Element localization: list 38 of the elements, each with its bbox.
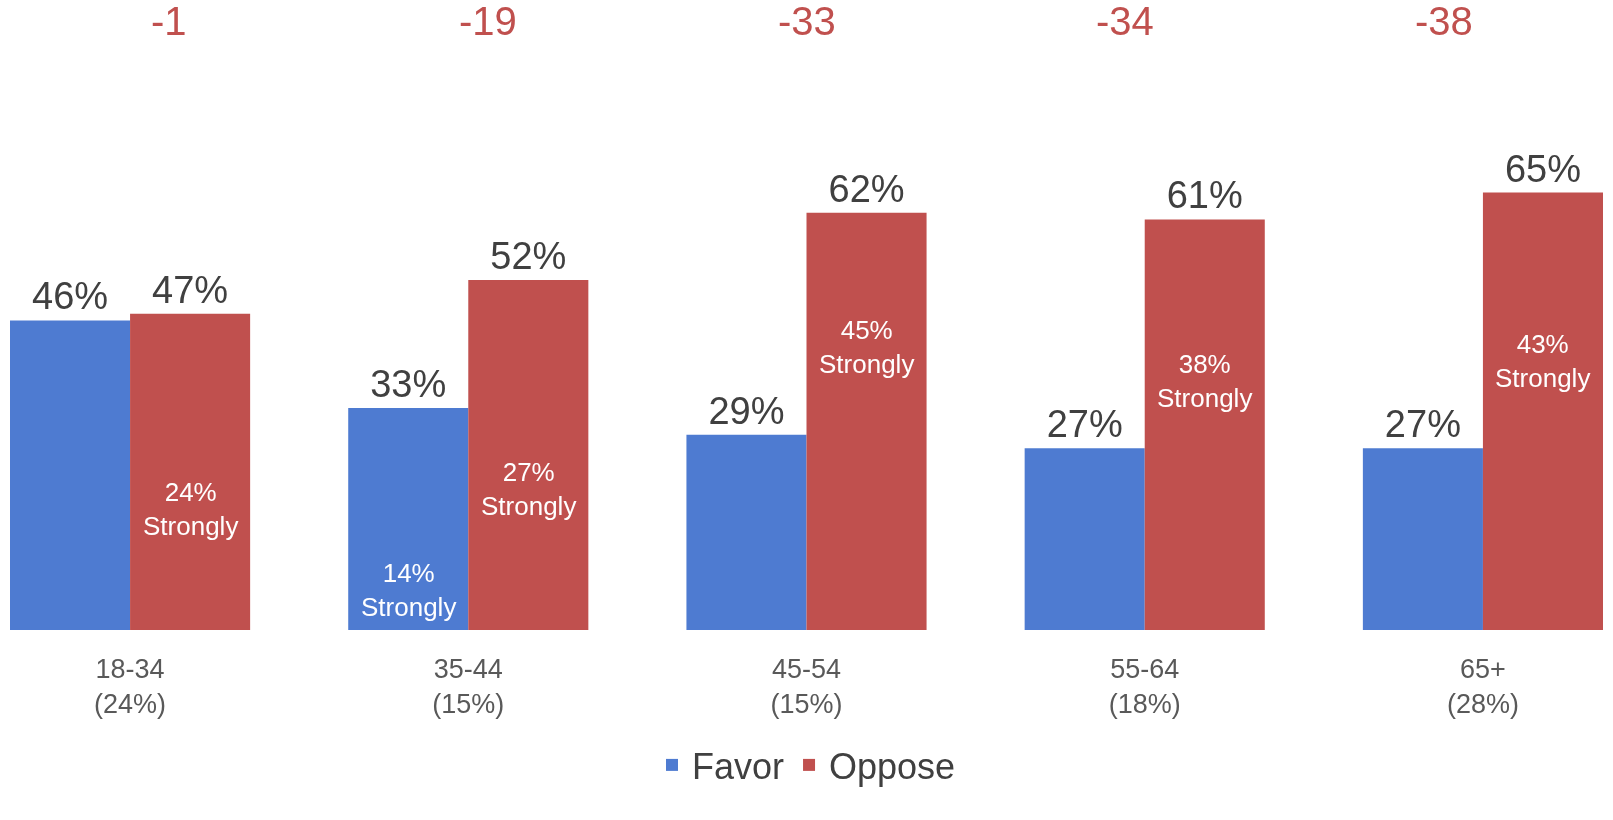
data-label: 29%: [708, 389, 785, 432]
bar: [1144, 219, 1265, 630]
bar: [348, 407, 469, 630]
bar: [806, 212, 927, 630]
annotation: 24% Strongly: [143, 477, 239, 541]
annotation: 45% Strongly: [819, 315, 915, 379]
data-label: 27%: [1384, 403, 1461, 446]
x-tick-label: 18-34 (24%): [94, 654, 167, 720]
annotation: 43% Strongly: [1495, 329, 1591, 393]
data-label: 33%: [370, 362, 447, 405]
text: -1: [151, 0, 187, 43]
bar: [130, 313, 251, 630]
text: -34: [1096, 0, 1154, 43]
bar: [1024, 448, 1145, 630]
data-label: 62%: [828, 167, 905, 210]
legend-label: Oppose: [829, 745, 956, 787]
bar: [10, 320, 131, 630]
data-label: 52%: [490, 235, 567, 277]
annotation: 14% Strongly: [361, 558, 457, 622]
data-label: 27%: [1046, 403, 1123, 446]
data-label: 61%: [1166, 174, 1243, 217]
text: -38: [1415, 0, 1473, 43]
x-tick-label: 65+ (28%): [1446, 654, 1519, 720]
legend-label: Favor: [692, 745, 785, 787]
bar: [686, 434, 807, 630]
annotation: 27% Strongly: [481, 457, 577, 521]
data-label: 47%: [152, 268, 229, 311]
x-tick-label: 35-44 (15%): [432, 654, 505, 720]
bar: [468, 280, 589, 630]
data-label: 46%: [32, 275, 109, 318]
text: -33: [778, 0, 836, 43]
bar: [1482, 192, 1603, 630]
x-tick-label: 55-64 (18%): [1108, 654, 1181, 720]
x-tick-label: 45-54 (15%): [770, 654, 843, 720]
bar: [1362, 448, 1483, 630]
data-label: 65%: [1504, 147, 1581, 190]
annotation: 38% Strongly: [1157, 349, 1253, 413]
text: -19: [459, 0, 517, 43]
